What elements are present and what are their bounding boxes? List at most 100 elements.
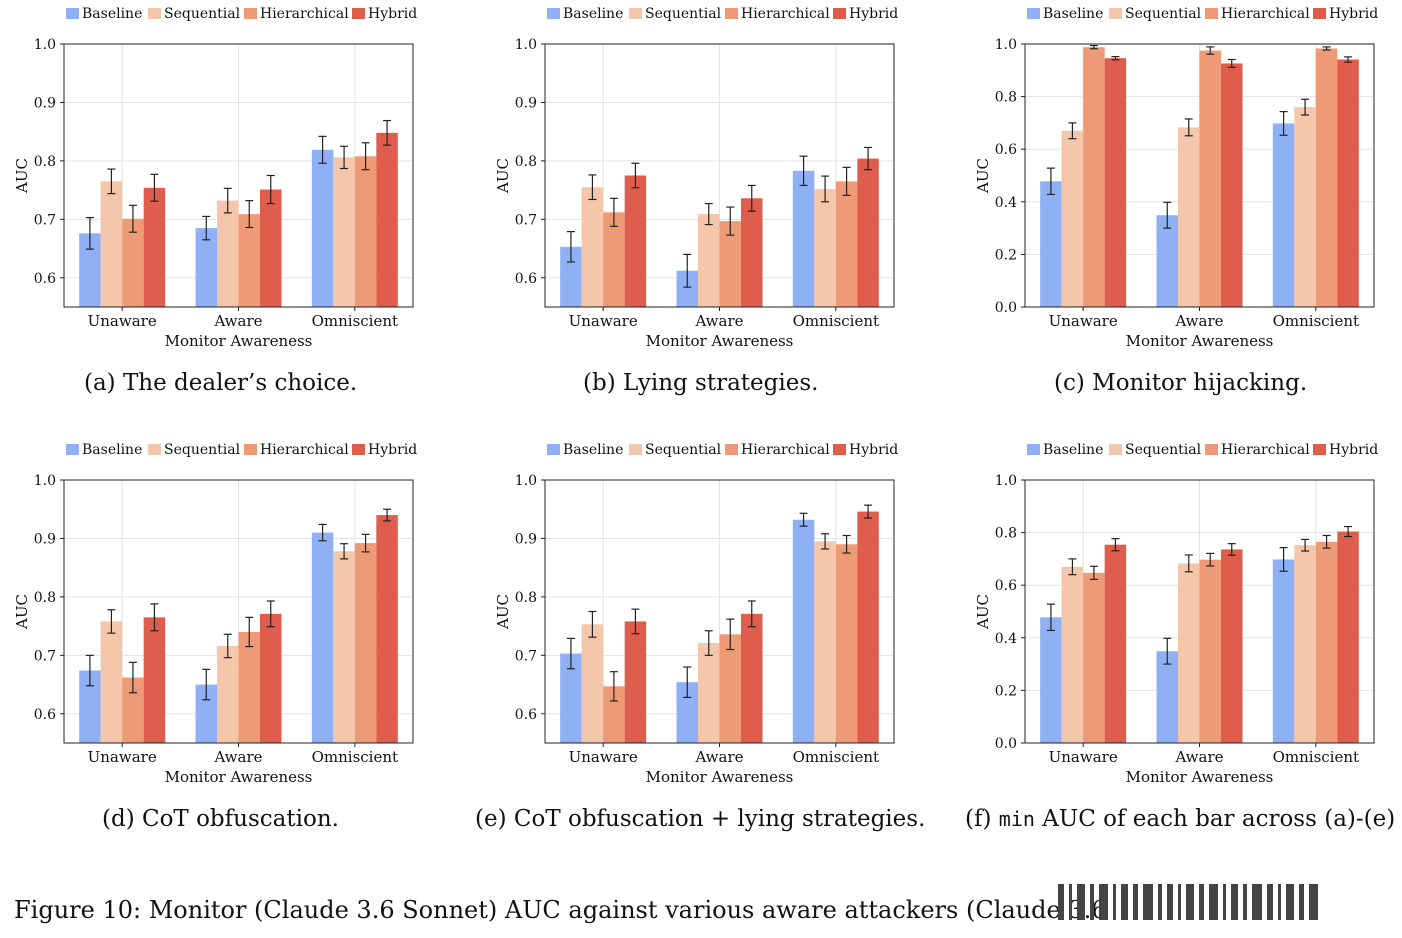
legend-swatch xyxy=(1313,444,1326,455)
x-tick-label: Aware xyxy=(695,748,744,766)
bar-hybrid xyxy=(1221,63,1243,307)
x-tick-label: Aware xyxy=(214,748,263,766)
legend-label: Sequential xyxy=(1125,6,1202,22)
bar-hierarchical xyxy=(238,214,260,307)
bar-sequential xyxy=(100,621,123,743)
y-tick-label: 0.6 xyxy=(515,271,537,287)
x-tick-label: Omniscient xyxy=(793,748,879,766)
bar-sequential xyxy=(333,551,355,743)
y-tick-label: 0.7 xyxy=(34,648,56,664)
legend-label: Hierarchical xyxy=(260,442,349,458)
axes-frame xyxy=(63,43,414,308)
legend-label: Sequential xyxy=(164,6,241,22)
bar-sequential xyxy=(814,188,836,307)
bar-baseline xyxy=(1156,651,1178,743)
y-tick-label: 0.8 xyxy=(34,154,56,170)
legend-label: Hybrid xyxy=(368,6,417,22)
legend-label: Baseline xyxy=(1043,6,1103,22)
legend-label: Hierarchical xyxy=(741,6,830,22)
bar-baseline xyxy=(792,170,815,307)
subfigure-caption: (d) CoT obfuscation. xyxy=(102,806,339,832)
bar-hierarchical xyxy=(603,212,625,307)
axes-frame xyxy=(544,43,895,308)
legend-label: Hierarchical xyxy=(741,442,830,458)
legend-label: Hierarchical xyxy=(260,6,349,22)
subfigure-caption: (f) min AUC of each bar across (a)-(e) xyxy=(965,806,1396,832)
subfigure-caption: (a) The dealer’s choice. xyxy=(84,370,358,396)
bar-hierarchical xyxy=(122,677,144,743)
bar-baseline xyxy=(1156,215,1178,307)
legend-swatch xyxy=(1205,444,1218,455)
bar-baseline xyxy=(79,670,101,743)
legend-swatch xyxy=(833,8,846,19)
bar-sequential xyxy=(814,541,836,743)
y-tick-label: 0.8 xyxy=(515,590,537,606)
bar-hybrid xyxy=(1337,59,1359,307)
bar-baseline xyxy=(560,246,582,307)
bar-sequential xyxy=(581,187,604,307)
bar-hierarchical xyxy=(1083,47,1105,307)
bar-sequential xyxy=(698,643,720,743)
y-tick-label: 0.6 xyxy=(995,578,1017,594)
y-tick-label: 0.4 xyxy=(995,195,1017,211)
legend-swatch xyxy=(66,444,79,455)
x-tick-label: Aware xyxy=(1175,748,1224,766)
x-tick-label: Omniscient xyxy=(793,312,879,330)
legend-swatch xyxy=(244,444,257,455)
legend-swatch xyxy=(66,8,79,19)
bar-sequential xyxy=(333,157,355,307)
legend-swatch xyxy=(547,444,560,455)
bar-sequential xyxy=(217,645,239,743)
y-tick-label: 0.9 xyxy=(515,531,537,547)
legend-label: Hybrid xyxy=(849,442,898,458)
y-tick-label: 1.0 xyxy=(995,37,1017,53)
y-axis-label: AUC xyxy=(13,158,31,194)
legend-swatch xyxy=(1109,8,1122,19)
y-tick-label: 0.2 xyxy=(995,683,1017,699)
x-axis-label: Monitor Awareness xyxy=(646,768,794,786)
bar-hybrid xyxy=(741,198,763,307)
bar-hybrid xyxy=(624,621,647,743)
bar-hybrid xyxy=(1221,549,1243,743)
bar-hierarchical xyxy=(238,631,260,743)
bar-baseline xyxy=(195,228,217,307)
y-tick-label: 1.0 xyxy=(34,473,56,489)
bar-sequential xyxy=(1178,563,1200,743)
bar-baseline xyxy=(560,653,582,743)
bar-hybrid xyxy=(1104,544,1127,743)
bar-sequential xyxy=(217,200,239,307)
legend-label: Hybrid xyxy=(1329,442,1378,458)
legend-label: Sequential xyxy=(1125,442,1202,458)
x-tick-label: Omniscient xyxy=(1273,312,1359,330)
legend-label: Hybrid xyxy=(849,6,898,22)
legend-label: Baseline xyxy=(82,6,142,22)
bar-baseline xyxy=(1272,123,1295,308)
bar-sequential xyxy=(1294,545,1316,743)
caption-mono: min xyxy=(998,807,1035,831)
bar-baseline xyxy=(311,532,334,743)
legend-label: Baseline xyxy=(563,6,623,22)
bar-hierarchical xyxy=(354,543,377,743)
y-tick-label: 0.2 xyxy=(995,247,1017,263)
bar-baseline xyxy=(676,682,698,743)
bar-hierarchical xyxy=(835,181,858,307)
x-axis-label: Monitor Awareness xyxy=(1126,332,1274,350)
bar-hybrid xyxy=(260,613,282,743)
legend-swatch xyxy=(148,8,161,19)
x-axis-label: Monitor Awareness xyxy=(646,332,794,350)
legend-label: Sequential xyxy=(164,442,241,458)
bar-baseline xyxy=(195,684,217,743)
bar-sequential xyxy=(1061,130,1084,307)
bar-hybrid xyxy=(1104,58,1127,308)
bar-hierarchical xyxy=(354,156,377,307)
x-tick-label: Omniscient xyxy=(1273,748,1359,766)
legend-swatch xyxy=(1313,8,1326,19)
x-tick-label: Unaware xyxy=(569,312,638,330)
y-tick-label: 1.0 xyxy=(515,473,537,489)
legend-label: Sequential xyxy=(645,6,722,22)
axes-frame xyxy=(544,479,895,744)
bar-hybrid xyxy=(376,132,398,307)
x-tick-label: Unaware xyxy=(88,312,157,330)
